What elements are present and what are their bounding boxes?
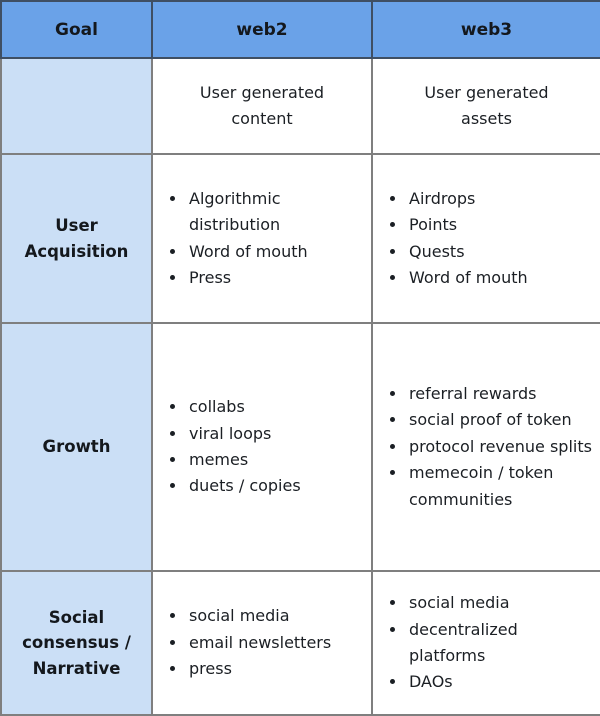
bullet-item: decentralized platforms — [407, 617, 592, 670]
bullet-item: protocol revenue splits — [407, 434, 592, 460]
bullet-list: social mediaemail newsletterspress — [165, 603, 363, 682]
bullet-item: referral rewards — [407, 381, 592, 407]
user-acquisition-web3-cell: AirdropsPointsQuestsWord of mouth — [371, 153, 600, 324]
bullet-list: Algorithmic distributionWord of mouthPre… — [165, 186, 363, 292]
subheader-row: User generated content User generated as… — [0, 57, 600, 155]
subheader-goal-cell — [0, 57, 153, 155]
header-goal: Goal — [0, 0, 153, 59]
growth-web2-cell: collabsviral loopsmemesduets / copies — [151, 322, 373, 572]
table-row-growth: Growth collabsviral loopsmemesduets / co… — [0, 322, 600, 572]
row-label-social-consensus: Social consensus / Narrative — [0, 570, 153, 716]
header-web3: web3 — [371, 0, 600, 59]
bullet-item: email newsletters — [187, 630, 363, 656]
header-web2: web2 — [151, 0, 373, 59]
bullet-item: DAOs — [407, 669, 592, 695]
bullet-item: memes — [187, 447, 363, 473]
bullet-list: referral rewardssocial proof of tokenpro… — [385, 381, 592, 513]
header-row: Goal web2 web3 — [0, 0, 600, 59]
bullet-item: press — [187, 656, 363, 682]
table-row-user-acquisition: User Acquisition Algorithmic distributio… — [0, 153, 600, 324]
bullet-item: Algorithmic distribution — [187, 186, 363, 239]
growth-web3-cell: referral rewardssocial proof of tokenpro… — [371, 322, 600, 572]
row-label-growth: Growth — [0, 322, 153, 572]
bullet-list: social mediadecentralized platformsDAOs — [385, 590, 592, 696]
bullet-item: Word of mouth — [407, 265, 592, 291]
row-label-user-acquisition: User Acquisition — [0, 153, 153, 324]
bullet-item: social media — [407, 590, 592, 616]
subheader-web2-cell: User generated content — [151, 57, 373, 155]
social-consensus-web2-cell: social mediaemail newsletterspress — [151, 570, 373, 716]
bullet-item: social media — [187, 603, 363, 629]
bullet-item: Press — [187, 265, 363, 291]
bullet-item: Points — [407, 212, 592, 238]
bullet-list: collabsviral loopsmemesduets / copies — [165, 394, 363, 500]
bullet-item: social proof of token — [407, 407, 592, 433]
bullet-list: AirdropsPointsQuestsWord of mouth — [385, 186, 592, 292]
table-row-social-consensus: Social consensus / Narrative social medi… — [0, 570, 600, 716]
social-consensus-web3-cell: social mediadecentralized platformsDAOs — [371, 570, 600, 716]
bullet-item: Quests — [407, 239, 592, 265]
bullet-item: memecoin / token communities — [407, 460, 592, 513]
bullet-item: Airdrops — [407, 186, 592, 212]
user-acquisition-web2-cell: Algorithmic distributionWord of mouthPre… — [151, 153, 373, 324]
bullet-item: collabs — [187, 394, 363, 420]
bullet-item: viral loops — [187, 421, 363, 447]
bullet-item: Word of mouth — [187, 239, 363, 265]
subheader-web3-cell: User generated assets — [371, 57, 600, 155]
bullet-item: duets / copies — [187, 473, 363, 499]
